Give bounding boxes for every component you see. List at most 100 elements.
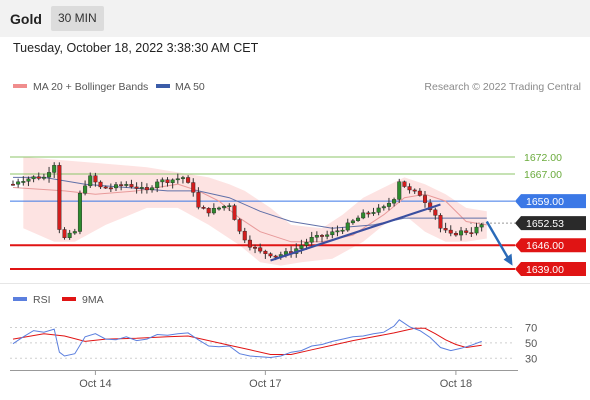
- legend-swatch-rsi-ma: [62, 297, 76, 301]
- candle: [258, 243, 263, 254]
- candle: [196, 187, 201, 210]
- candle: [21, 176, 26, 186]
- candle: [52, 162, 57, 178]
- candle: [134, 182, 139, 194]
- candle: [335, 225, 340, 237]
- candle-body: [392, 199, 397, 204]
- candle: [299, 239, 304, 254]
- candle: [67, 229, 72, 240]
- trendline: [270, 203, 441, 262]
- candle-body: [47, 172, 52, 178]
- ma20-line: [12, 183, 487, 243]
- candle: [191, 178, 196, 197]
- candle: [268, 252, 273, 258]
- candle-body: [320, 235, 325, 237]
- candle: [103, 185, 108, 189]
- candle: [144, 183, 149, 194]
- candle: [170, 178, 175, 189]
- candle-body: [386, 202, 391, 207]
- candle: [222, 204, 227, 211]
- candle-body: [186, 177, 191, 183]
- candle-body: [155, 181, 160, 188]
- candle: [124, 181, 129, 188]
- candle: [129, 179, 134, 189]
- candle: [108, 183, 113, 192]
- candle-body: [330, 231, 335, 236]
- candle: [412, 188, 417, 194]
- candle-body: [129, 184, 134, 188]
- candle: [407, 183, 412, 194]
- support-label: 1639.00: [526, 264, 564, 276]
- candle: [16, 178, 21, 188]
- candle: [479, 222, 484, 232]
- candle-body: [242, 230, 247, 241]
- candle: [469, 227, 474, 238]
- legend-label-rsi-ma: 9MA: [82, 294, 104, 306]
- candle: [314, 231, 319, 243]
- candle-body: [191, 182, 196, 193]
- candle: [263, 249, 268, 259]
- candle-body: [361, 212, 366, 219]
- candle: [139, 181, 144, 194]
- candle-body: [268, 253, 273, 257]
- candle-body: [345, 222, 350, 231]
- candle-body: [356, 217, 361, 221]
- candle-body: [237, 219, 242, 232]
- candle: [237, 218, 242, 235]
- candle: [356, 215, 361, 222]
- timeframe-badge[interactable]: 30 MIN: [51, 6, 104, 31]
- candle: [211, 203, 216, 215]
- candle: [309, 231, 314, 246]
- candle-body: [216, 207, 221, 210]
- candle: [366, 210, 371, 218]
- pivot-tag: [515, 194, 586, 209]
- candle: [253, 244, 258, 254]
- candle: [36, 172, 41, 181]
- candle-body: [93, 175, 98, 183]
- candle: [201, 205, 206, 210]
- candle-body: [309, 237, 314, 243]
- candle-body: [381, 206, 386, 209]
- candle-body: [474, 226, 479, 234]
- candle: [397, 178, 402, 203]
- candle: [186, 175, 191, 184]
- candle: [448, 225, 453, 237]
- candle-body: [263, 250, 268, 254]
- instrument-title: Gold: [10, 11, 42, 27]
- candle: [474, 222, 479, 236]
- candle: [459, 226, 464, 241]
- candle: [175, 173, 180, 184]
- candle: [386, 197, 391, 211]
- candle-body: [52, 165, 57, 173]
- rsi-tick-label: 30: [525, 353, 537, 365]
- candle: [155, 179, 160, 193]
- candle: [371, 207, 376, 216]
- candle-body: [299, 245, 304, 249]
- candle: [160, 177, 165, 188]
- candle-body: [175, 178, 180, 181]
- rsi-chart: 70 50 30: [10, 319, 537, 365]
- candle-body: [139, 187, 144, 189]
- legend-label-bollinger: MA 20 + Bollinger Bands: [33, 81, 148, 93]
- candle: [119, 181, 124, 191]
- candle-body: [459, 230, 464, 236]
- candle-body: [448, 229, 453, 234]
- candle-body: [376, 207, 381, 213]
- price-chart: 1672.00 1667.00 1659.00 1652.53 1646.00 1639.…: [10, 152, 586, 276]
- candle-body: [98, 181, 103, 188]
- support-label: 1646.00: [526, 240, 564, 252]
- candle-body: [433, 209, 438, 216]
- candle-body: [340, 229, 345, 232]
- candle: [10, 180, 15, 186]
- candle-body: [21, 181, 26, 183]
- candle-body: [423, 195, 428, 203]
- candle-body: [72, 231, 77, 234]
- candle-body: [134, 186, 139, 189]
- candle-body: [170, 179, 175, 183]
- candle-body: [479, 224, 484, 228]
- candle-body: [407, 186, 412, 191]
- candle: [232, 203, 237, 221]
- legend-swatch-rsi: [13, 297, 27, 301]
- candle: [453, 231, 458, 237]
- candle: [340, 227, 345, 235]
